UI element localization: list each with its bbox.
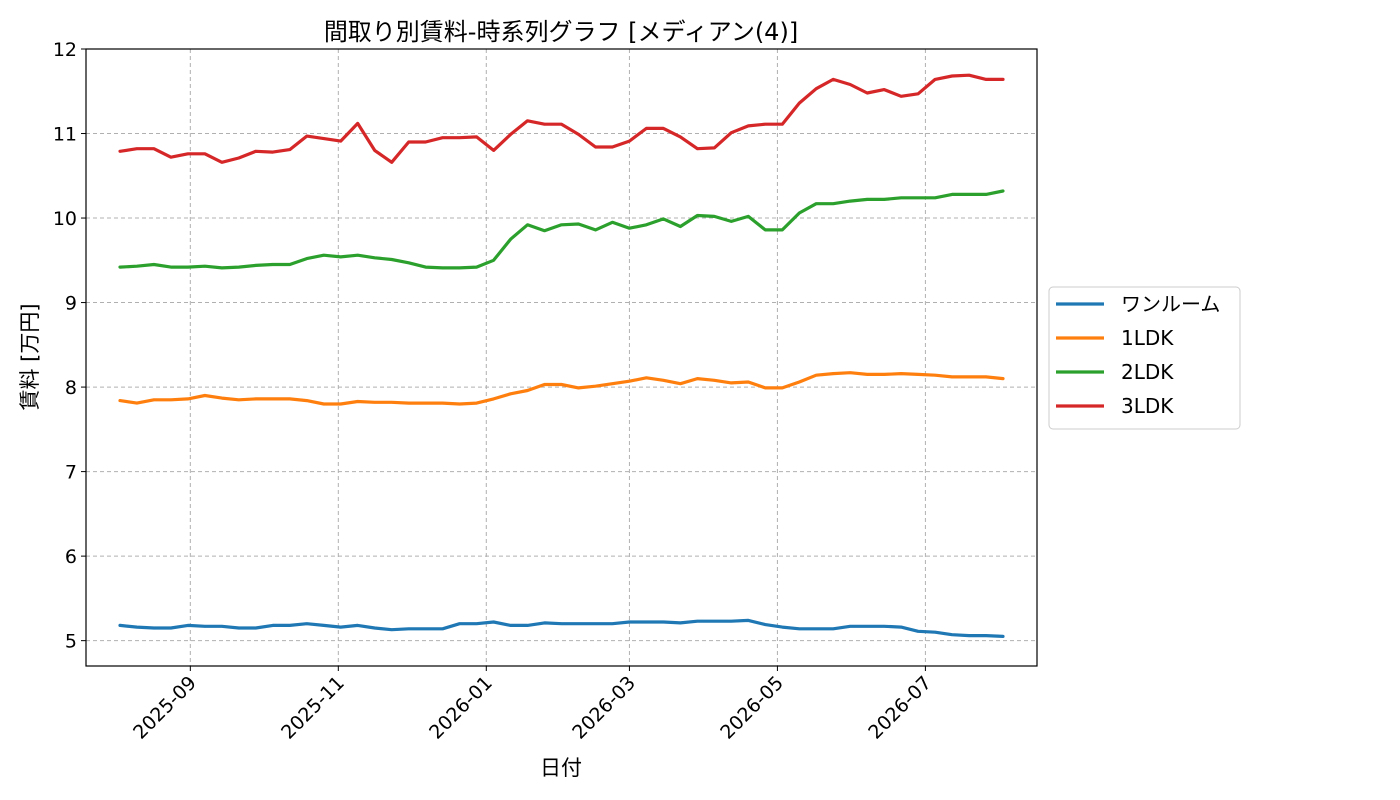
y-tick-label: 12 (53, 39, 77, 61)
y-tick-label: 8 (65, 377, 77, 399)
legend-label: 1LDK (1121, 326, 1174, 350)
y-tick-label: 10 (53, 208, 77, 230)
y-axis-label: 賃料 [万円] (18, 303, 42, 410)
y-axis-ticks: 5 6 7 8 9 10 11 12 (53, 39, 86, 653)
series-line (118, 189, 1005, 270)
x-tick-label: 2025-09 (129, 672, 201, 744)
plot-area-frame (85, 48, 1038, 667)
series-line (118, 371, 1005, 406)
legend-label: 3LDK (1121, 394, 1174, 418)
x-axis-label: 日付 (540, 756, 582, 780)
x-tick-label: 2026-05 (716, 672, 788, 744)
series-line (118, 73, 1005, 164)
legend-label: 2LDK (1121, 360, 1174, 384)
legend-box (1048, 286, 1241, 430)
x-tick-label: 2026-01 (425, 672, 497, 744)
y-tick-label: 11 (53, 124, 77, 146)
grid-lines (86, 48, 1037, 666)
legend-label: ワンルーム (1121, 292, 1220, 316)
x-tick-label: 2025-11 (277, 672, 349, 744)
y-tick-label: 5 (65, 631, 77, 653)
series-line (118, 618, 1005, 639)
chart-title: 間取り別賃料-時系列グラフ [メディアン(4)] (324, 18, 798, 46)
y-tick-label: 6 (65, 546, 77, 568)
y-tick-label: 9 (65, 293, 77, 315)
legend: ワンルーム 1LDK 2LDK 3LDK (1048, 286, 1241, 430)
x-axis-ticks: 2025-09 2025-11 2026-01 2026-03 2026-05 2026-… (129, 666, 936, 744)
series-lines (118, 73, 1005, 639)
x-tick-label: 2026-07 (864, 672, 936, 744)
x-tick-label: 2026-03 (568, 672, 640, 744)
y-tick-label: 7 (65, 462, 77, 484)
